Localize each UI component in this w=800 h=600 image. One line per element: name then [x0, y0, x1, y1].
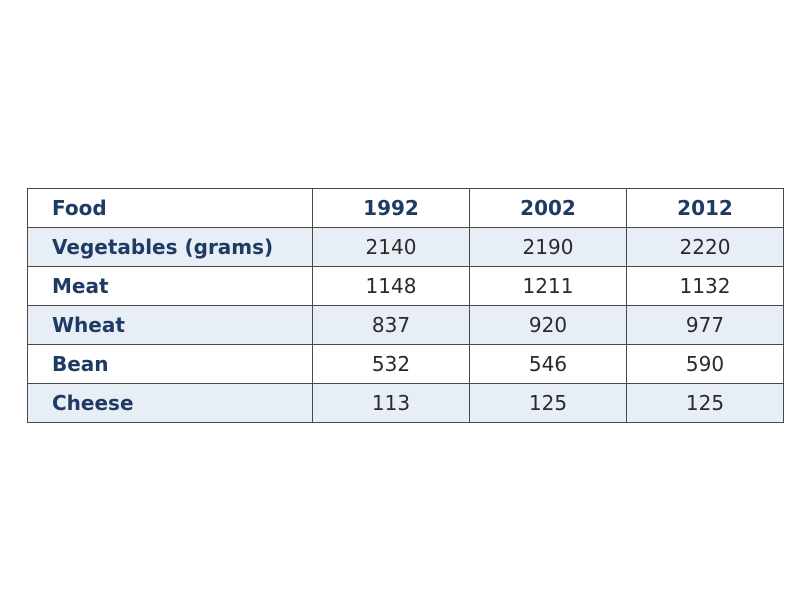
cell-vegetables-2002: 2190: [469, 227, 627, 267]
cell-cheese-1992: 113: [312, 383, 470, 423]
cell-wheat-2002: 920: [469, 305, 627, 345]
row-label-meat: Meat: [27, 266, 313, 306]
row-label-vegetables: Vegetables (grams): [27, 227, 313, 267]
column-header-1992: 1992: [312, 188, 470, 228]
cell-meat-2012: 1132: [626, 266, 784, 306]
cell-vegetables-2012: 2220: [626, 227, 784, 267]
row-label-wheat: Wheat: [27, 305, 313, 345]
table-row-wheat: Wheat 837 920 977: [27, 305, 784, 345]
cell-vegetables-1992: 2140: [312, 227, 470, 267]
column-header-2012: 2012: [626, 188, 784, 228]
cell-bean-2002: 546: [469, 344, 627, 384]
cell-wheat-2012: 977: [626, 305, 784, 345]
column-header-food: Food: [27, 188, 313, 228]
food-consumption-table: Food 1992 2002 2012 Vegetables (grams) 2…: [27, 188, 784, 423]
table-header-row: Food 1992 2002 2012: [27, 188, 784, 228]
table-row-vegetables: Vegetables (grams) 2140 2190 2220: [27, 227, 784, 267]
cell-wheat-1992: 837: [312, 305, 470, 345]
cell-meat-2002: 1211: [469, 266, 627, 306]
column-header-2002: 2002: [469, 188, 627, 228]
cell-bean-1992: 532: [312, 344, 470, 384]
table-row-cheese: Cheese 113 125 125: [27, 383, 784, 423]
cell-bean-2012: 590: [626, 344, 784, 384]
cell-meat-1992: 1148: [312, 266, 470, 306]
table-row-bean: Bean 532 546 590: [27, 344, 784, 384]
row-label-cheese: Cheese: [27, 383, 313, 423]
row-label-bean: Bean: [27, 344, 313, 384]
cell-cheese-2002: 125: [469, 383, 627, 423]
cell-cheese-2012: 125: [626, 383, 784, 423]
table-row-meat: Meat 1148 1211 1132: [27, 266, 784, 306]
